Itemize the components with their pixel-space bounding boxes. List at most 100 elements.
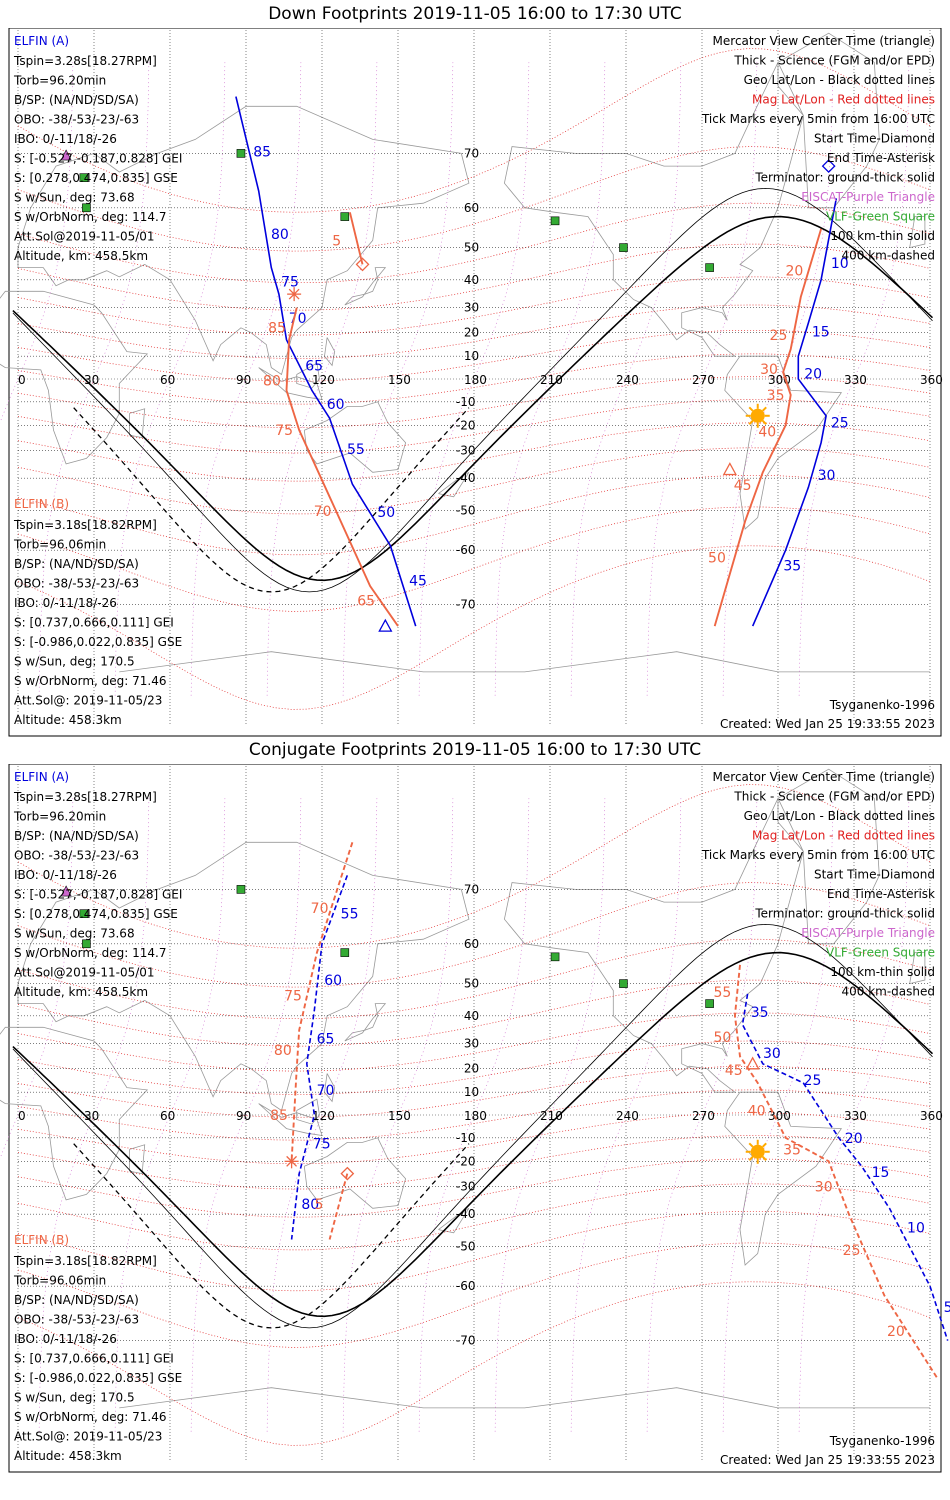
- mag-meridian: [0, 62, 74, 424]
- track-time-label: 80: [274, 1043, 292, 1059]
- coastline: [296, 1098, 320, 1125]
- mag-parallel: [17, 1112, 931, 1165]
- track-time-label: 70: [289, 311, 307, 327]
- model-label: Tsyganenko-1996: [829, 1434, 935, 1448]
- legend-entry: 100 km-thin solid: [830, 229, 935, 243]
- view-center-triangle: [378, 618, 393, 632]
- elfin-a-info-line: Tspin=3.28s[18.27RPM]: [13, 790, 157, 804]
- elfin-b-info-line: S: [-0.986,0.022,0.835] GSE: [14, 635, 182, 649]
- mag-parallel: [17, 146, 931, 252]
- track-time-label: 85: [253, 145, 271, 161]
- eiscat-marker: [60, 149, 72, 161]
- mag-parallel: [17, 329, 931, 382]
- mag-parallel: [17, 1210, 931, 1292]
- lat-tick-label: -50: [456, 1239, 476, 1253]
- coastline: [438, 471, 470, 498]
- elfin-b-info-line: Tspin=3.18s[18.82RPM]: [13, 518, 157, 532]
- mag-meridian: [38, 798, 150, 1432]
- elfin-b-info-line: Att.Sol@: 2019-11-05/23: [14, 694, 162, 708]
- mag-meridian: [722, 798, 834, 1432]
- legend-entry: Tick Marks every 5min from 16:00 UTC: [701, 848, 935, 862]
- mag-meridian: [266, 798, 378, 1432]
- track-time-label: 65: [317, 1031, 335, 1047]
- sun-ray: [748, 420, 754, 425]
- coastline: [119, 1387, 930, 1409]
- sun-ray: [761, 406, 767, 412]
- coastline: [0, 290, 149, 465]
- elfin-a-info-line: IBO: 0/-11/18/-26: [14, 132, 117, 146]
- track-time-label: 20: [887, 1324, 905, 1340]
- legend-entry: Geo Lat/Lon - Black dotted lines: [744, 809, 935, 823]
- track-time-label: 65: [305, 358, 323, 374]
- mag-meridian: [190, 798, 302, 1432]
- map-frame: [8, 764, 942, 1473]
- elfin-a-info: ELFIN (A) Tspin=3.28s[18.27RPM] Torb=96.20…: [13, 34, 182, 263]
- mag-meridian: [494, 798, 606, 1432]
- track-time-label: 80: [263, 373, 281, 389]
- track-time-label: 25: [770, 328, 788, 344]
- elfin-a-header: ELFIN (A): [14, 34, 69, 48]
- lon-tick-label: 0: [18, 373, 26, 387]
- elfin-a-info-line: S: [-0.527,-0.187,0.828] GEI: [14, 152, 182, 166]
- elfin-a-info-line: OBO: -38/-53/-23/-63: [14, 849, 139, 863]
- lon-tick-label: 0: [18, 1109, 26, 1123]
- lat-tick-label: 20: [464, 1062, 479, 1076]
- track-time-label: 30: [815, 1179, 833, 1195]
- lat-tick-label: -60: [456, 543, 476, 557]
- track-time-label: 75: [281, 274, 299, 290]
- track-time-label: 50: [708, 551, 726, 567]
- elfin-b-info-line: S w/Sun, deg: 170.5: [14, 1391, 135, 1405]
- start-time-diamond: [355, 257, 370, 272]
- track-time-label: 25: [843, 1243, 861, 1259]
- elfin-a-info-line: S w/Sun, deg: 73.68: [14, 191, 135, 205]
- lon-tick-label: 90: [236, 373, 251, 387]
- coastline: [324, 337, 336, 367]
- elfin-a-info-line: Altitude, km: 458.5km: [14, 249, 148, 263]
- elfin-a-info-line: S w/OrbNorm, deg: 114.7: [14, 946, 166, 960]
- legend-entry: Mercator View Center Time (triangle): [713, 34, 935, 48]
- track-time-label: 10: [907, 1220, 925, 1236]
- conjugate-footprints-map: 0 30 60 90 120 150 180 210 240 270 300 330 360 -70 -60…: [0, 764, 950, 1473]
- track-time-label: 55: [713, 985, 731, 1001]
- elfin-b-info-line: Altitude: 458.3km: [14, 1449, 122, 1463]
- track-time-label: 35: [751, 1005, 769, 1021]
- mag-meridian: [570, 62, 682, 696]
- lon-tick-label: 150: [388, 1109, 411, 1123]
- mag-meridian: [494, 62, 606, 696]
- sun-ray: [761, 1156, 767, 1161]
- mag-parallel: [17, 353, 931, 405]
- vlf-station-marker: [82, 203, 91, 213]
- terminator-100km: [12, 923, 933, 1329]
- coastline: [909, 216, 926, 248]
- lon-tick-label: 210: [540, 373, 563, 387]
- elfin-b-info-line: B/SP: (NA/ND/SD/SA): [14, 557, 139, 571]
- lat-tick-label: -70: [456, 1334, 476, 1348]
- coastline: [503, 61, 804, 357]
- coastline: [777, 32, 880, 209]
- elfin-a-info-line: B/SP: (NA/ND/SD/SA): [14, 829, 139, 843]
- elfin-b-info-line: IBO: 0/-11/18/-26: [14, 596, 117, 610]
- elfin-a-header: ELFIN (A): [14, 770, 69, 784]
- elfin-b-track: [290, 842, 354, 1162]
- elfin-b-info-line: S w/Sun, deg: 170.5: [14, 655, 135, 669]
- coastline: [909, 952, 926, 984]
- lat-tick-label: 50: [464, 241, 479, 255]
- lon-tick-label: 270: [692, 1109, 715, 1123]
- down-footprints-map: 0 30 60 90 120 150 180 210 240 270 300 330 360-70-60…: [0, 28, 943, 737]
- elfin-b-info-line: Altitude: 458.3km: [14, 713, 122, 727]
- lat-tick-label: -70: [456, 598, 476, 612]
- elfin-a-track: [290, 875, 349, 1240]
- mag-meridian: [418, 62, 530, 696]
- elfin-a-track: [235, 96, 417, 627]
- created-timestamp: Created: Wed Jan 25 19:33:55 2023: [720, 1453, 935, 1467]
- sun-icon: [750, 1144, 765, 1159]
- vlf-station-marker: [705, 263, 714, 272]
- coastline: [344, 267, 387, 306]
- lat-tick-label: 40: [464, 1009, 479, 1023]
- vlf-station-marker: [340, 212, 350, 221]
- vlf-station-marker: [79, 909, 89, 918]
- track-time-label: 20: [785, 264, 803, 280]
- elfin-a-info-line: IBO: 0/-11/18/-26: [14, 868, 117, 882]
- legend-entry: EISCAT-Purple Triangle: [801, 190, 935, 204]
- lon-tick-label: 90: [236, 1109, 251, 1123]
